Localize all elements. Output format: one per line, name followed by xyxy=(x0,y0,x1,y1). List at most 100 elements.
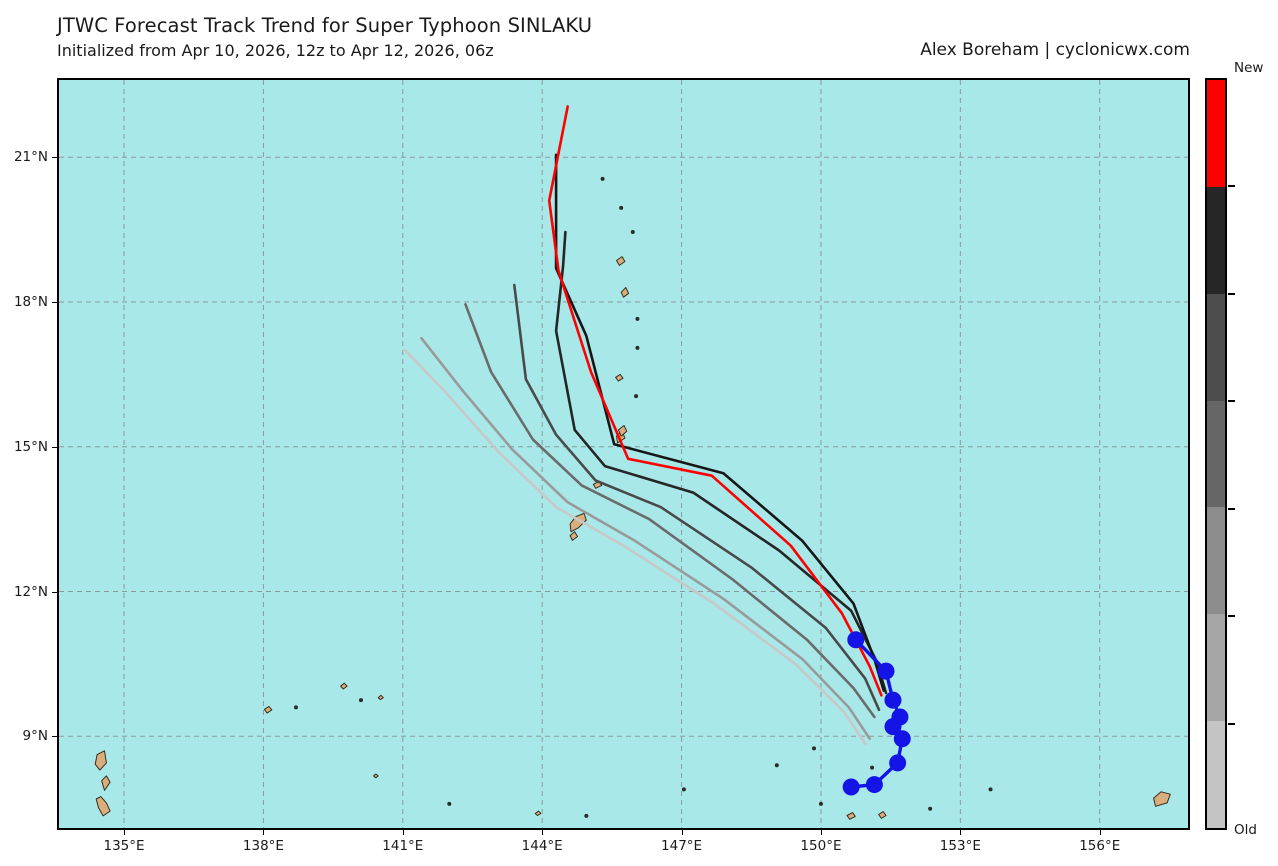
x-tick-label: 150°E xyxy=(800,838,842,854)
y-tick-label: 12°N xyxy=(13,583,48,600)
atoll-dot-16 xyxy=(811,746,816,751)
observed-point-8[interactable] xyxy=(847,631,865,649)
forecast-track-3[interactable] xyxy=(554,230,888,695)
page-subtitle: Initialized from Apr 10, 2026, 12z to Ap… xyxy=(57,41,494,60)
y-tick-mark xyxy=(52,301,57,303)
forecast-track-6[interactable] xyxy=(420,336,871,740)
land-anatahan xyxy=(615,373,624,382)
credit-attribution: Alex Boreham | cyclonicwx.com xyxy=(920,40,1190,60)
atoll-dot-14 xyxy=(818,801,823,806)
atoll-dot-3 xyxy=(635,316,640,321)
page-title: JTWC Forecast Track Trend for Super Typh… xyxy=(57,14,593,37)
x-tick-mark xyxy=(124,830,126,835)
colorbar-old-label: Old xyxy=(1234,822,1257,838)
land-sorol xyxy=(373,773,379,779)
land-fais xyxy=(377,694,384,701)
forecast-track-1[interactable] xyxy=(547,105,883,697)
x-tick-mark xyxy=(1099,830,1101,835)
landmasses xyxy=(94,176,1171,820)
land-ngulu xyxy=(846,812,856,820)
age-colorbar[interactable] xyxy=(1205,78,1227,830)
y-tick-mark xyxy=(52,591,57,593)
land-palau-north xyxy=(101,775,111,791)
land-yap-island xyxy=(263,705,273,714)
x-tick-mark xyxy=(820,830,822,835)
land-woleai xyxy=(534,810,542,816)
map-plot-area[interactable] xyxy=(57,78,1190,830)
y-tick-label: 9°N xyxy=(22,728,48,745)
forecast-tracks xyxy=(403,105,888,745)
x-tick-label: 156°E xyxy=(1079,838,1121,854)
atoll-dot-0 xyxy=(600,176,605,181)
x-tick-mark xyxy=(402,830,404,835)
atoll-dot-1 xyxy=(619,205,624,210)
forecast-track-4[interactable] xyxy=(513,283,881,712)
colorbar-segment-6 xyxy=(1207,721,1225,828)
x-tick-mark xyxy=(681,830,683,835)
colorbar-segment-0 xyxy=(1207,80,1225,187)
colorbar-tick-6 xyxy=(1228,722,1235,725)
atoll-dot-10 xyxy=(928,806,933,811)
land-palau-islands xyxy=(95,796,111,817)
atoll-dot-13 xyxy=(584,813,589,818)
colorbar-tick-5 xyxy=(1228,615,1235,618)
land-pagan xyxy=(620,287,630,298)
land-micronesia-far-right xyxy=(1153,791,1171,807)
colorbar-tick-4 xyxy=(1228,507,1235,510)
atoll-dot-5 xyxy=(634,394,639,399)
forecast-track-2[interactable] xyxy=(554,153,885,692)
x-tick-mark xyxy=(542,830,544,835)
gridlines xyxy=(59,80,1188,828)
forecast-track-7[interactable] xyxy=(403,348,867,745)
x-tick-mark xyxy=(960,830,962,835)
atoll-dot-6 xyxy=(293,705,298,710)
x-tick-label: 135°E xyxy=(103,838,145,854)
x-tick-label: 138°E xyxy=(242,838,284,854)
colorbar-tick-1 xyxy=(1228,185,1235,188)
land-ulithi xyxy=(340,682,348,690)
x-tick-label: 153°E xyxy=(939,838,981,854)
y-tick-mark xyxy=(52,446,57,448)
colorbar-segment-2 xyxy=(1207,293,1225,401)
x-tick-label: 141°E xyxy=(382,838,424,854)
observed-point-7[interactable] xyxy=(877,662,895,680)
atoll-dot-7 xyxy=(358,698,363,703)
land-agrihan xyxy=(616,256,626,266)
atoll-dot-15 xyxy=(870,765,875,770)
y-tick-label: 18°N xyxy=(13,293,48,310)
y-tick-mark xyxy=(52,157,57,159)
x-tick-label: 147°E xyxy=(661,838,703,854)
colorbar-tick-3 xyxy=(1228,400,1235,403)
observed-point-6[interactable] xyxy=(884,691,902,709)
observed-point-3[interactable] xyxy=(893,730,911,748)
atoll-dot-11 xyxy=(988,787,993,792)
land-saipan xyxy=(617,425,628,437)
land-faraulep xyxy=(878,811,887,819)
atoll-dot-4 xyxy=(635,345,640,350)
colorbar-tick-2 xyxy=(1228,292,1235,295)
observed-point-1[interactable] xyxy=(865,776,883,794)
x-tick-label: 144°E xyxy=(521,838,563,854)
colorbar-segment-1 xyxy=(1207,186,1225,294)
observed-point-2[interactable] xyxy=(889,754,907,772)
map-canvas xyxy=(59,80,1188,828)
atoll-dot-12 xyxy=(447,801,452,806)
observed-point-0[interactable] xyxy=(842,778,860,796)
atoll-dot-8 xyxy=(681,787,686,792)
land-guam-south xyxy=(569,531,578,541)
y-tick-label: 21°N xyxy=(13,149,48,166)
observed-point-5[interactable] xyxy=(891,708,909,726)
atoll-dot-9 xyxy=(774,763,779,768)
atoll-dot-2 xyxy=(630,230,635,235)
observed-track xyxy=(842,631,911,796)
x-tick-mark xyxy=(263,830,265,835)
y-tick-label: 15°N xyxy=(13,438,48,455)
colorbar-new-label: New xyxy=(1234,60,1264,76)
land-guam xyxy=(569,512,587,533)
colorbar-segment-3 xyxy=(1207,400,1225,508)
land-palau-babeldaob xyxy=(94,750,107,771)
forecast-track-5[interactable] xyxy=(464,303,876,719)
y-tick-mark xyxy=(52,736,57,738)
colorbar-segment-5 xyxy=(1207,614,1225,722)
